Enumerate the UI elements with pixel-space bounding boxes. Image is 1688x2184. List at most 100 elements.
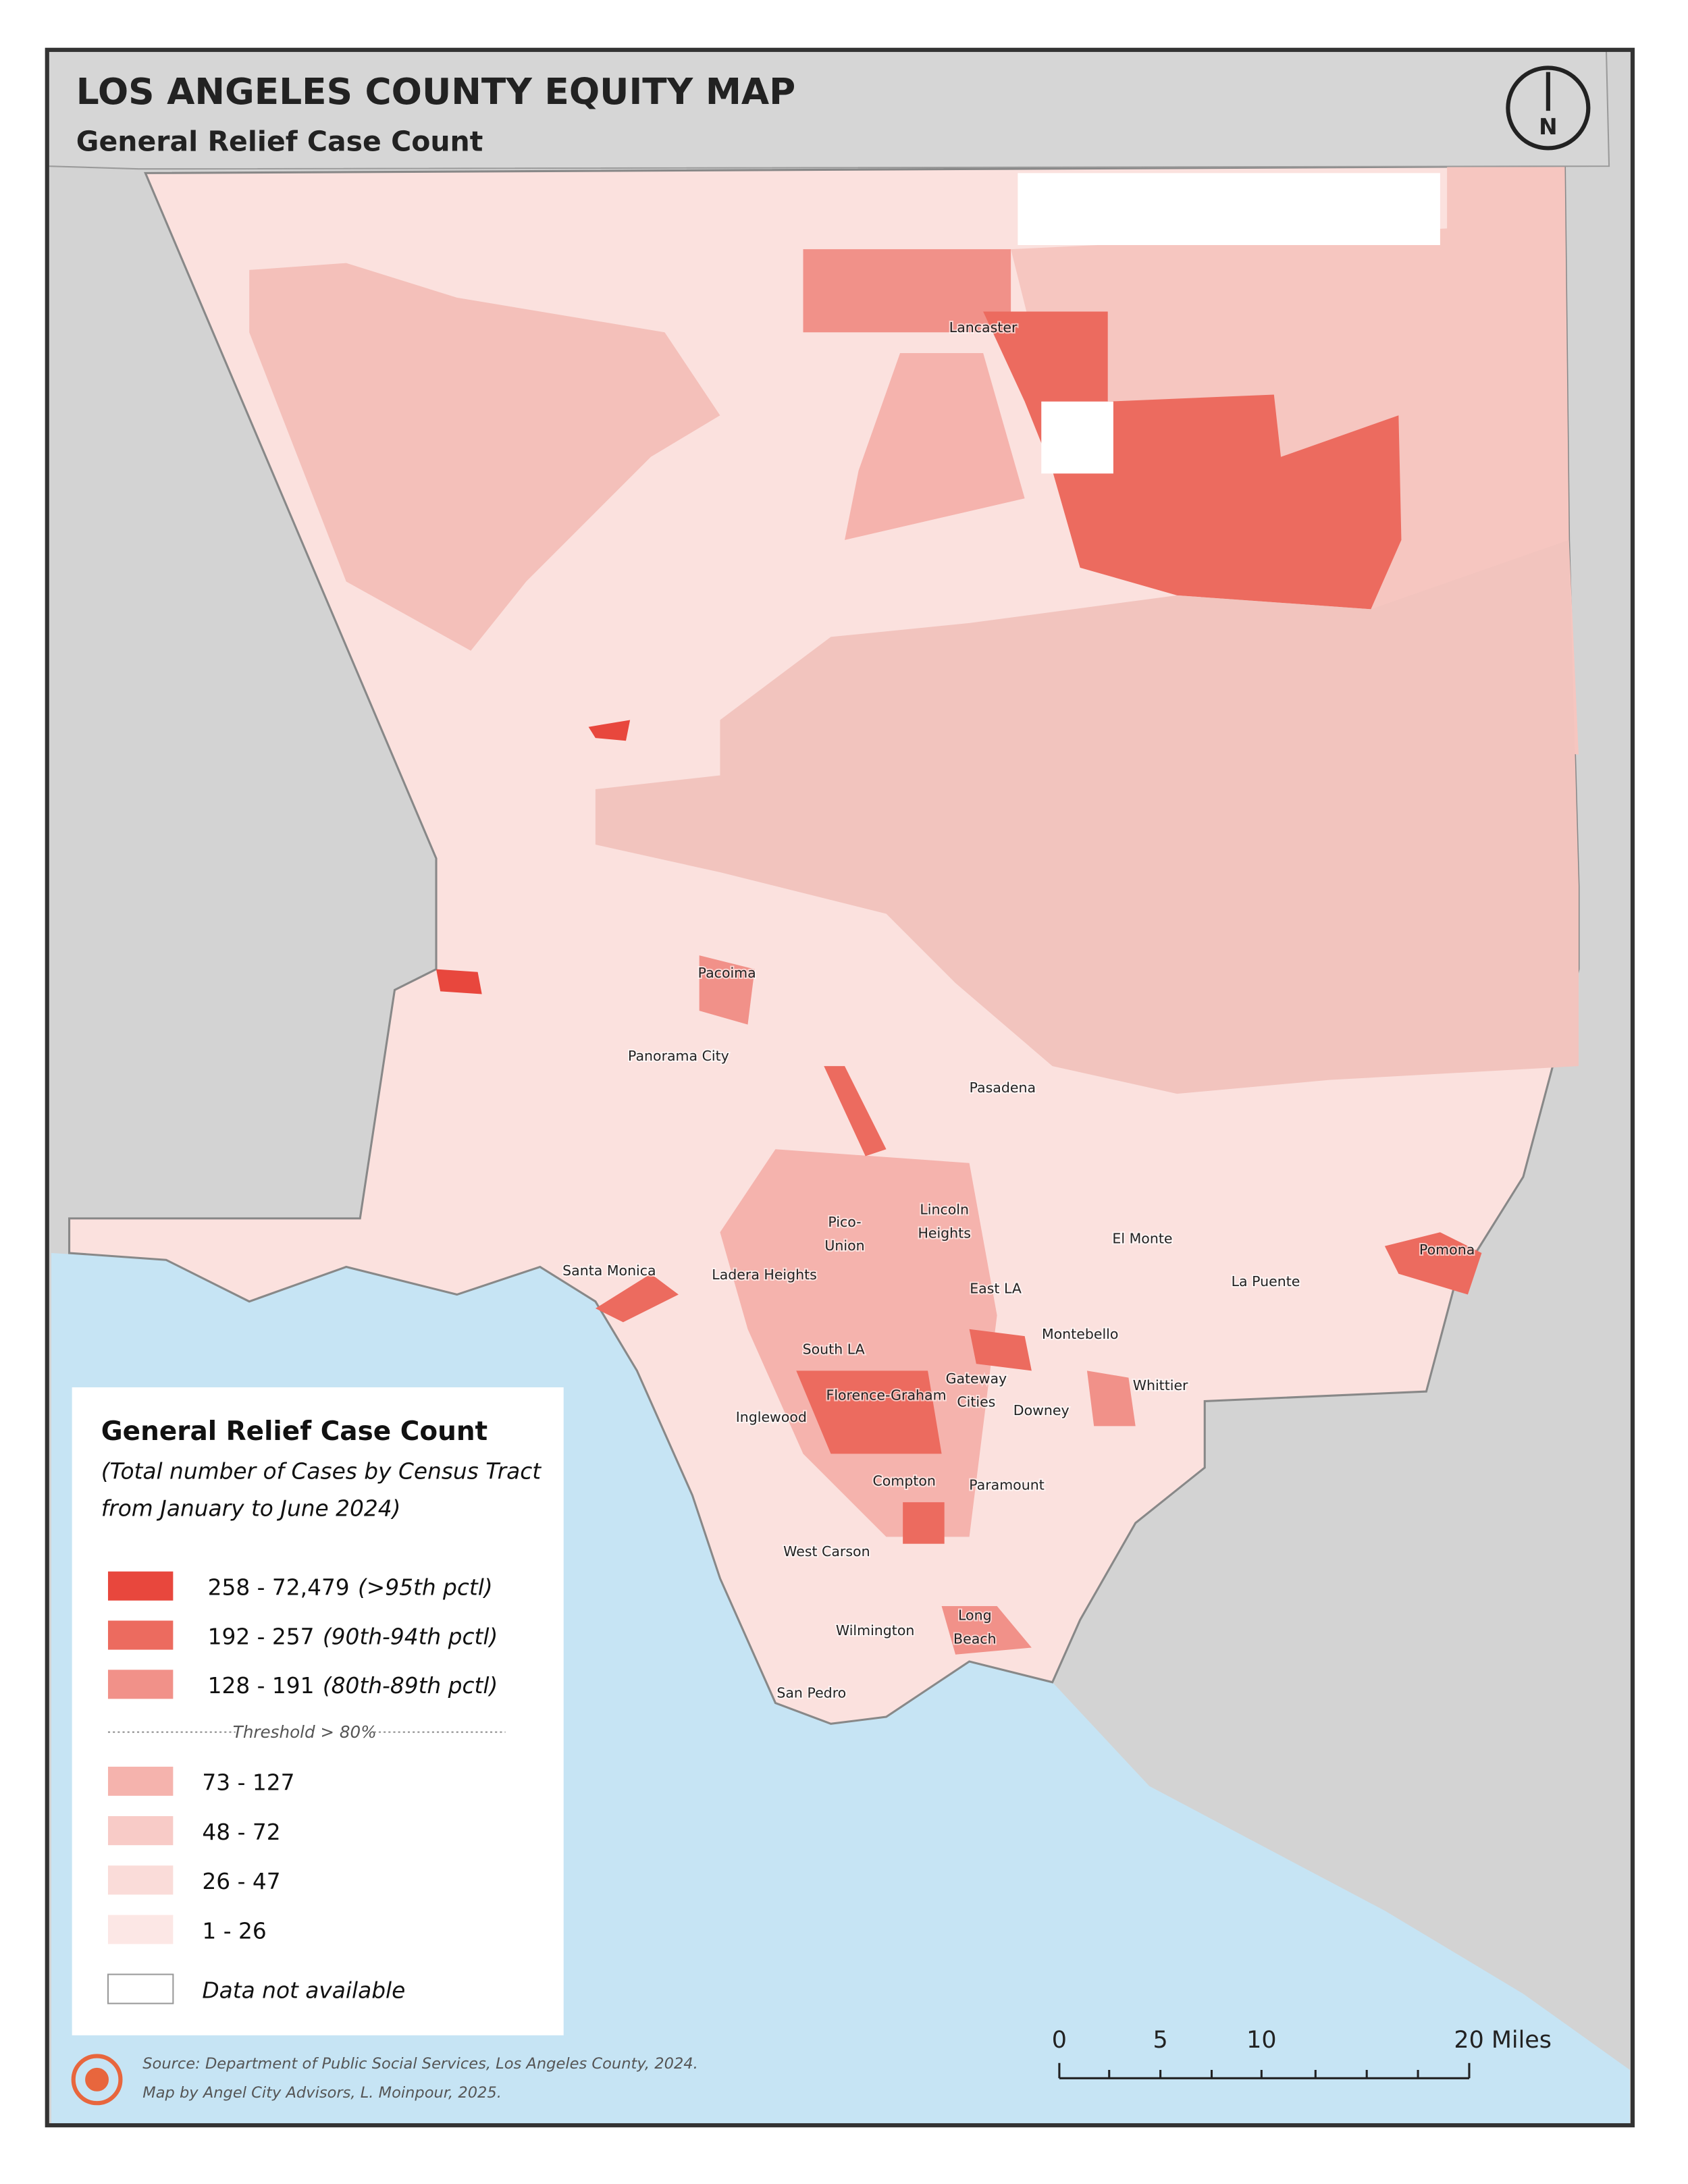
place-label: Florence-Graham bbox=[826, 1387, 947, 1403]
place-label-line: Ladera Heights bbox=[712, 1267, 817, 1283]
place-label: San Pedro bbox=[776, 1684, 846, 1701]
place-label: Pacoima bbox=[698, 965, 756, 981]
region-patch bbox=[983, 311, 1402, 610]
place-label-line: Pasadena bbox=[970, 1080, 1036, 1096]
title: LOS ANGELES COUNTY EQUITY MAP bbox=[76, 71, 795, 113]
region-patch bbox=[249, 263, 720, 651]
place-label-line: Gateway bbox=[946, 1370, 1007, 1387]
subtitle: General Relief Case Count bbox=[76, 126, 483, 158]
region-patch bbox=[595, 1273, 679, 1323]
place-label: Lancaster bbox=[949, 319, 1018, 336]
place-label: Inglewood bbox=[736, 1409, 807, 1425]
legend-note: (80th-89th pctl) bbox=[323, 1673, 498, 1699]
place-label-line: Panorama City bbox=[628, 1048, 729, 1064]
region-patch bbox=[1384, 1232, 1482, 1295]
place-label-line: Wilmington bbox=[836, 1622, 914, 1639]
place-label: Panorama City bbox=[628, 1048, 729, 1064]
place-label-line: Montebello bbox=[1042, 1326, 1118, 1342]
region-patch bbox=[595, 539, 1579, 1094]
place-label: East LA bbox=[970, 1280, 1022, 1296]
place-label-line: Santa Monica bbox=[562, 1262, 656, 1279]
region-patch bbox=[969, 1329, 1032, 1371]
na-patch bbox=[1018, 173, 1440, 245]
place-label: Long Beach bbox=[953, 1607, 997, 1647]
place-label: El Monte bbox=[1112, 1231, 1172, 1247]
place-label: Pomona bbox=[1419, 1242, 1475, 1258]
place-label-line: Pacoima bbox=[698, 965, 756, 981]
place-label-line: South LA bbox=[803, 1341, 865, 1358]
north-arrow: N bbox=[1506, 65, 1591, 151]
north-label: N bbox=[1539, 114, 1557, 140]
place-label: Pasadena bbox=[970, 1080, 1036, 1096]
legend-label: 128 - 191 (80th-89th pctl) bbox=[208, 1673, 498, 1699]
legend-subtitle: from January to June 2024) bbox=[101, 1496, 401, 1522]
place-label: Ladera Heights bbox=[712, 1267, 817, 1283]
logo bbox=[71, 2054, 123, 2106]
na-patch bbox=[1041, 401, 1113, 474]
place-label: West Carson bbox=[783, 1543, 870, 1560]
place-label-line: Long bbox=[958, 1607, 992, 1623]
place-label: Paramount bbox=[969, 1477, 1045, 1493]
region-patch bbox=[803, 249, 1011, 333]
place-label-line: Inglewood bbox=[736, 1409, 807, 1425]
legend-label: 73 - 127 bbox=[202, 1770, 294, 1796]
scale-label: 10 bbox=[1246, 2027, 1276, 2054]
place-label: South LA bbox=[803, 1341, 865, 1358]
legend-swatch bbox=[107, 1670, 174, 1699]
place-label-line: Beach bbox=[953, 1630, 997, 1647]
place-label-line: West Carson bbox=[783, 1543, 870, 1560]
frame bbox=[45, 47, 1635, 2128]
place-label: Santa Monica bbox=[562, 1262, 656, 1279]
place-label-line: Heights bbox=[918, 1225, 970, 1241]
place-label-line: San Pedro bbox=[776, 1684, 846, 1701]
place-label-line: Lincoln bbox=[920, 1202, 969, 1218]
legend-subtitle: (Total number of Cases by Census Tract bbox=[101, 1458, 542, 1484]
legend-range: 192 - 257 bbox=[208, 1624, 315, 1649]
legend-label: 192 - 257 (90th-94th pctl) bbox=[208, 1624, 498, 1649]
place-label: Compton bbox=[873, 1473, 936, 1489]
threshold-label: Threshold > 80% bbox=[233, 1722, 377, 1742]
place-label: La Puente bbox=[1232, 1273, 1300, 1289]
place-label-line: Whittier bbox=[1133, 1377, 1188, 1393]
legend-range: 258 - 72,479 bbox=[208, 1575, 350, 1601]
legend-note: (>95th pctl) bbox=[358, 1575, 493, 1601]
legend-swatch bbox=[107, 1766, 174, 1796]
source-line: Map by Angel City Advisors, L. Moinpour,… bbox=[142, 2084, 502, 2102]
scale-label: 0 bbox=[1052, 2027, 1067, 2054]
place-labels: Lancaster Pacoima Panorama City Pasadena Pic… bbox=[561, 318, 1476, 1702]
place-label-line: Lancaster bbox=[949, 319, 1018, 336]
legend-swatch bbox=[107, 1620, 174, 1650]
scale-label: 5 bbox=[1153, 2027, 1168, 2054]
legend-title: General Relief Case Count bbox=[101, 1416, 487, 1447]
place-label-line: El Monte bbox=[1112, 1231, 1172, 1247]
place-label-line: Pomona bbox=[1419, 1242, 1475, 1258]
region-patch bbox=[903, 1502, 945, 1544]
legend-swatch bbox=[107, 1816, 174, 1846]
legend-label: 1 - 26 bbox=[202, 1918, 266, 1944]
scale-label: 20 Miles bbox=[1454, 2027, 1552, 2054]
place-label: Whittier bbox=[1133, 1377, 1188, 1393]
place-label-line: Florence-Graham bbox=[826, 1387, 947, 1403]
place-label-line: Downey bbox=[1013, 1402, 1070, 1418]
place-label: Gateway Cities bbox=[946, 1370, 1007, 1410]
legend-range: 128 - 191 bbox=[208, 1673, 315, 1699]
place-label-line: Union bbox=[824, 1237, 864, 1254]
legend-label: 258 - 72,479 (>95th pctl) bbox=[208, 1575, 493, 1601]
legend-note: (90th-94th pctl) bbox=[323, 1624, 498, 1649]
source-line: Source: Department of Public Social Serv… bbox=[142, 2055, 698, 2073]
legend-label: 48 - 72 bbox=[202, 1819, 280, 1845]
region-patch bbox=[824, 1066, 887, 1156]
legend-swatch bbox=[107, 1865, 174, 1895]
place-label: Pico- Union bbox=[824, 1214, 864, 1254]
region-patch bbox=[1086, 1370, 1136, 1427]
region-patch bbox=[796, 1370, 942, 1454]
place-label: Lincoln Heights bbox=[918, 1202, 970, 1242]
legend: General Relief Case Count (Total number … bbox=[101, 1416, 542, 2004]
region-patch bbox=[845, 352, 1025, 540]
legend-swatch bbox=[107, 1571, 174, 1601]
place-label: Downey bbox=[1013, 1402, 1070, 1418]
legend-label: 26 - 47 bbox=[202, 1869, 280, 1894]
place-label-line: Paramount bbox=[969, 1477, 1045, 1493]
